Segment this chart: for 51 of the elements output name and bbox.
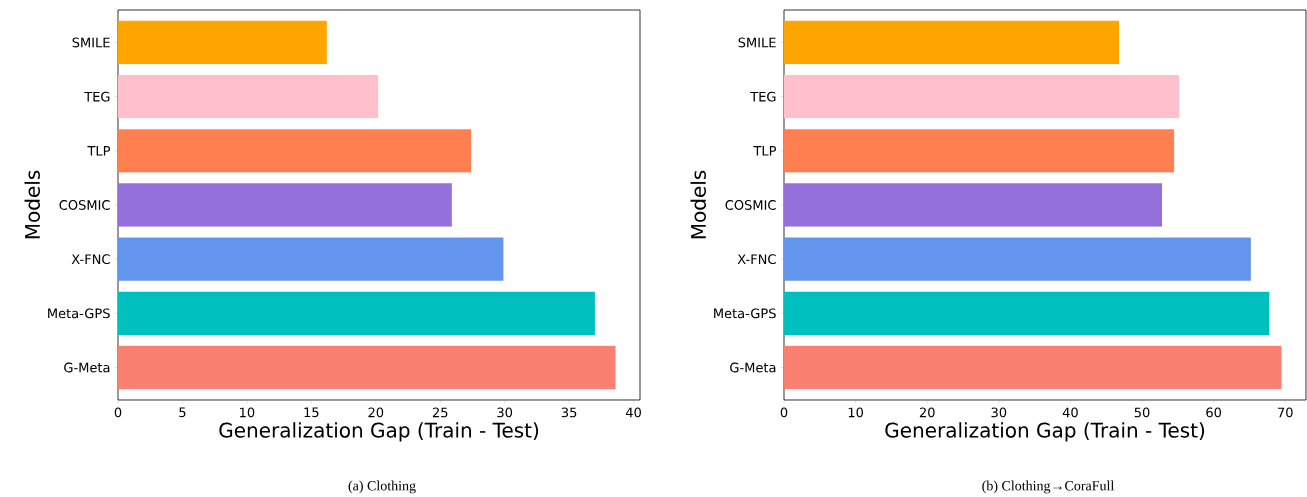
y-tick-label: SMILE xyxy=(738,37,776,48)
x-axis-title: Generalization Gap (Train - Test) xyxy=(885,422,1205,442)
x-tick-label: 10 xyxy=(848,407,864,418)
bar xyxy=(784,75,1180,119)
text: (b) Clothing→CoraFull xyxy=(982,480,1115,494)
x-tick-label: 0 xyxy=(780,407,788,418)
x-tick-label: 15 xyxy=(304,407,319,418)
x-tick-label: 20 xyxy=(368,407,384,418)
text: (a) Clothing xyxy=(348,480,416,494)
y-tick-label: X-FNC xyxy=(71,254,110,265)
y-tick-label: Meta-GPS xyxy=(714,308,776,319)
y-tick-label: Meta-GPS xyxy=(48,308,110,319)
x-tick-label: 35 xyxy=(561,407,577,418)
x-tick-label: 30 xyxy=(991,407,1007,418)
x-tick-label: 25 xyxy=(432,407,448,418)
bar xyxy=(784,237,1251,281)
y-tick-label: X-FNC xyxy=(737,254,776,265)
y-tick-label: G-Meta xyxy=(64,362,110,373)
x-tick-label: 0 xyxy=(114,407,122,418)
bar xyxy=(784,183,1163,227)
y-tick-label: TEG xyxy=(84,91,110,102)
x-tick-label: 40 xyxy=(625,407,641,418)
x-tick-label: 30 xyxy=(497,407,513,418)
x-axis-title: Generalization Gap (Train - Test) xyxy=(219,422,539,442)
x-tick-label: 70 xyxy=(1278,407,1293,418)
bar xyxy=(118,75,379,119)
y-axis-title: Models xyxy=(690,170,706,239)
bar xyxy=(118,345,616,390)
x-tick-label: 60 xyxy=(1206,407,1222,418)
y-tick-label: TLP xyxy=(87,146,111,156)
y-tick-label: COSMIC xyxy=(725,200,776,210)
y-axis-title: Models xyxy=(24,170,40,239)
y-tick-label: COSMIC xyxy=(59,200,110,210)
bar xyxy=(118,237,504,281)
y-tick-label: TLP xyxy=(753,146,777,156)
bar xyxy=(118,183,452,227)
bar xyxy=(118,129,472,173)
y-tick-label: TEG xyxy=(750,91,776,102)
x-tick-label: 5 xyxy=(179,407,186,418)
x-tick-label: 10 xyxy=(240,407,255,418)
bar xyxy=(118,291,595,335)
y-tick-label: G-Meta xyxy=(730,362,776,373)
bar xyxy=(784,291,1270,335)
x-tick-label: 20 xyxy=(919,407,935,418)
bar xyxy=(784,20,1120,65)
bar xyxy=(118,20,327,65)
x-tick-label: 50 xyxy=(1134,407,1150,418)
bar xyxy=(784,345,1282,390)
y-tick-label: SMILE xyxy=(72,37,110,48)
bar xyxy=(784,129,1175,173)
x-tick-label: 40 xyxy=(1062,407,1078,418)
